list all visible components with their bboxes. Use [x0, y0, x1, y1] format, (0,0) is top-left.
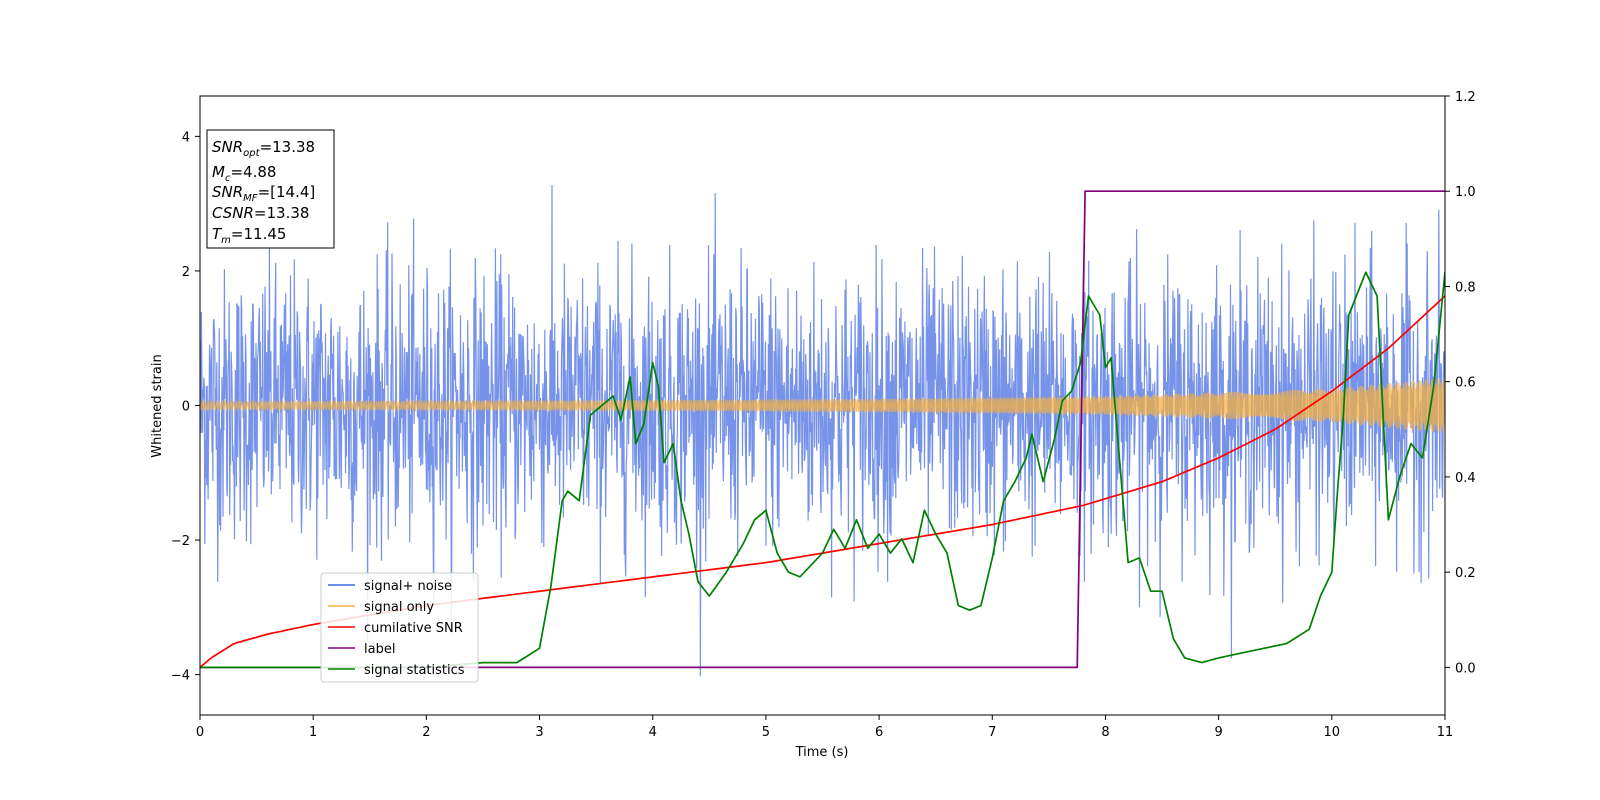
annotation-snr-opt: SNRopt=13.38	[212, 138, 315, 159]
axes: 0 1 2 3 4 5 6 7 8 9 10 11 −4 −2 0 2 4 0.0 0.2 0.4 0.6 0.8 1.0 1…	[171, 90, 1476, 740]
signal-statistics-line	[200, 271, 1445, 669]
y2-tick-label: 0.8	[1455, 280, 1476, 295]
label-line	[200, 190, 1445, 669]
y2-tick-label: 0.2	[1455, 566, 1476, 581]
y-tick-label: 4	[182, 130, 190, 145]
annotation-csnr: CSNR=13.38	[212, 204, 309, 222]
legend-frame	[320, 572, 479, 683]
y-axis-label: Whitened strain	[150, 354, 165, 457]
legend-label-signal-statistics: signal statistics	[364, 663, 465, 678]
y-tick-label: 2	[182, 265, 190, 280]
annotation-mc: Mc=4.88	[212, 163, 276, 184]
legend-label-signal-only: signal only	[364, 600, 434, 615]
legend: signal+ noise signal only cumilative SNR…	[320, 572, 479, 683]
x-tick-label: 4	[649, 725, 657, 740]
y2-tick-label: 1.2	[1455, 90, 1476, 105]
legend-label-cumulative-snr: cumilative SNR	[364, 621, 463, 636]
signal-noise-series	[200, 185, 1445, 677]
signal-only-series	[200, 377, 1445, 434]
annotation-box: SNRopt=13.38 Mc=4.88 SNRMF=[14.4] CSNR=1…	[206, 129, 335, 249]
y2-tick-label: 0.6	[1455, 376, 1476, 391]
x-tick-label: 5	[762, 725, 770, 740]
x-tick-label: 1	[309, 725, 317, 740]
signal-only-line	[200, 377, 1445, 434]
x-tick-label: 3	[535, 725, 543, 740]
x-axis-label: Time (s)	[795, 745, 849, 760]
annotation-snr-mf: SNRMF=[14.4]	[212, 183, 315, 204]
x-tick-label: 9	[1214, 725, 1222, 740]
y2-tick-label: 1.0	[1455, 185, 1476, 200]
y2-tick-label: 0.0	[1455, 661, 1476, 676]
x-tick-label: 2	[422, 725, 430, 740]
x-tick-label: 10	[1324, 725, 1341, 740]
x-tick-label: 7	[988, 725, 996, 740]
x-tick-label: 11	[1437, 725, 1454, 740]
annotation-tm: Tm=11.45	[212, 225, 286, 246]
y-tick-label: 0	[182, 400, 190, 415]
legend-label-label: label	[364, 642, 395, 657]
y-tick-label: −2	[171, 534, 190, 549]
y-tick-label: −4	[171, 669, 190, 684]
y2-tick-label: 0.4	[1455, 471, 1476, 486]
x-tick-label: 0	[196, 725, 204, 740]
legend-label-signal-noise: signal+ noise	[364, 579, 452, 594]
signal-noise-line	[200, 185, 1445, 677]
x-tick-label: 8	[1101, 725, 1109, 740]
x-tick-label: 6	[875, 725, 883, 740]
